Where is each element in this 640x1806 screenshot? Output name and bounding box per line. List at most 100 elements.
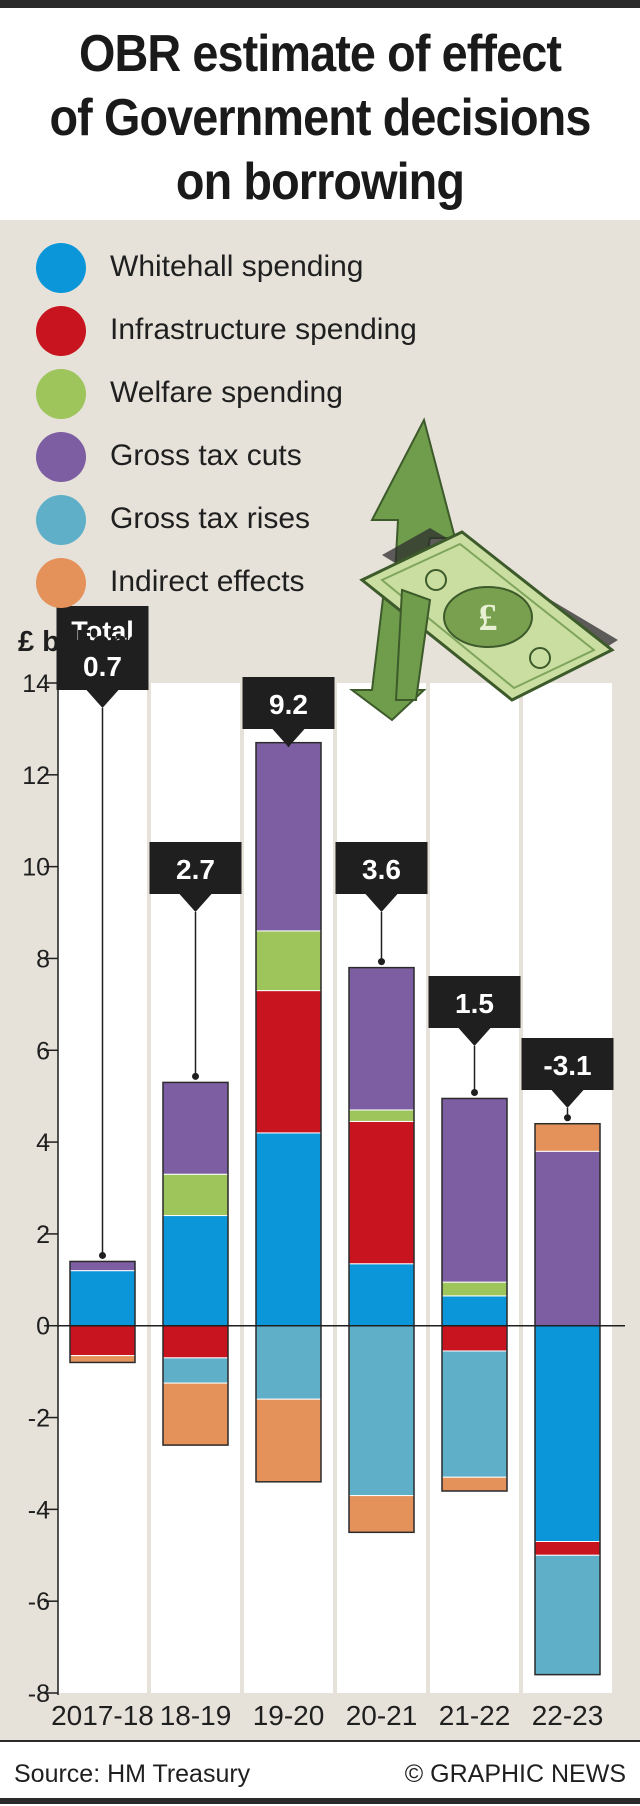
- bar-outline: [534, 1122, 601, 1676]
- top-rule: [0, 0, 640, 8]
- title-line-3: on borrowing: [175, 153, 465, 211]
- bar-segment: [348, 1263, 415, 1327]
- y-tick-label: -4: [28, 1496, 50, 1524]
- x-tick-label: 19-20: [253, 1700, 325, 1731]
- bar-outline: [441, 1097, 508, 1492]
- total-pointer-dot: [564, 1114, 571, 1122]
- bar-segment: [255, 990, 322, 1134]
- legend-label-tax-cuts: Gross tax cuts: [110, 439, 302, 472]
- bar-segment: [162, 1325, 229, 1359]
- legend-swatch-whitehall: [36, 243, 86, 293]
- total-value: -3.1: [543, 1050, 591, 1081]
- bar-segment: [255, 930, 322, 992]
- legend-label-indirect: Indirect effects: [110, 565, 305, 598]
- y-axis-unit-label: £ billions: [18, 626, 144, 658]
- total-badge: [521, 1038, 614, 1108]
- bar-segment: [162, 1357, 229, 1384]
- bar-segment: [441, 1281, 508, 1297]
- total-value: 1.5: [455, 988, 494, 1019]
- total-pointer-dot: [471, 1088, 478, 1096]
- legend-swatch-infrastructure: [36, 306, 86, 356]
- title-line-1: OBR estimate of effect: [78, 25, 562, 83]
- bar-segment: [441, 1097, 508, 1283]
- credit-text: © GRAPHIC NEWS: [404, 1760, 626, 1788]
- total-value: 0.7: [83, 651, 122, 682]
- x-tick-label: 21-22: [439, 1700, 511, 1731]
- bar-segment: [255, 742, 322, 932]
- chart-title: OBR estimate of effect of Government dec…: [32, 22, 608, 214]
- title-band: OBR estimate of effect of Government dec…: [0, 8, 640, 220]
- bar-segment: [162, 1382, 229, 1446]
- y-tick-label: 0: [36, 1313, 50, 1341]
- bar-segment: [441, 1350, 508, 1478]
- total-value: 2.7: [176, 854, 215, 885]
- bar-segment: [69, 1325, 136, 1357]
- legend-label-infrastructure: Infrastructure spending: [110, 313, 417, 346]
- bar-segment: [162, 1081, 229, 1175]
- bar-segment: [255, 1132, 322, 1327]
- y-tick-label: 4: [36, 1129, 50, 1157]
- y-tick-label: 10: [22, 854, 50, 882]
- total-badge: [428, 976, 521, 1046]
- bar-segment: [441, 1295, 508, 1327]
- total-badge: [56, 606, 149, 708]
- legend-label-tax-rises: Gross tax rises: [110, 502, 311, 535]
- total-value: 3.6: [362, 854, 401, 885]
- bar-segment: [534, 1554, 601, 1676]
- total-pointer-dot: [378, 958, 385, 966]
- bar-outline: [348, 966, 415, 1534]
- y-tick-label: 12: [22, 762, 50, 790]
- legend-swatch-tax-rises: [36, 495, 86, 545]
- bar-segment: [69, 1270, 136, 1327]
- bar-segment: [441, 1476, 508, 1492]
- y-tick-label: 14: [22, 670, 50, 698]
- y-tick-label: -6: [28, 1588, 50, 1616]
- legend-swatch-welfare: [36, 369, 86, 419]
- legend-swatch-indirect: [36, 558, 86, 608]
- bar-segment: [69, 1260, 136, 1272]
- y-tick-label: 6: [36, 1037, 50, 1065]
- total-pointer-dot: [99, 1251, 106, 1259]
- x-tick-label: 18-19: [160, 1700, 232, 1731]
- footer: Source: HM Treasury © GRAPHIC NEWS: [0, 1740, 640, 1806]
- legend-label-welfare: Welfare spending: [110, 376, 343, 409]
- y-tick-label: 2: [36, 1221, 50, 1249]
- bottom-rule: [0, 1798, 640, 1804]
- total-prefix: Total: [71, 616, 134, 646]
- total-badge: [149, 842, 242, 912]
- title-line-2: of Government decisions: [49, 89, 591, 147]
- bar-segment: [534, 1541, 601, 1556]
- legend-label-whitehall: Whitehall spending: [110, 250, 364, 283]
- bar-segment: [534, 1123, 601, 1152]
- bar-segment: [348, 967, 415, 1111]
- y-tick-label: -8: [28, 1680, 50, 1708]
- total-badge: [242, 677, 335, 747]
- bar-outline: [162, 1081, 229, 1446]
- x-tick-label: 20-21: [346, 1700, 418, 1731]
- bar-segment: [162, 1173, 229, 1217]
- bar-segment: [162, 1215, 229, 1327]
- total-value: 9.2: [269, 689, 308, 720]
- bar-segment: [441, 1325, 508, 1352]
- bar-segment: [348, 1495, 415, 1533]
- svg-text:£: £: [479, 597, 498, 639]
- bar-segment: [255, 1325, 322, 1400]
- bar-segment: [348, 1109, 415, 1122]
- x-tick-label: 2017-18: [51, 1700, 154, 1731]
- bar-outline: [69, 1260, 136, 1364]
- legend-swatch-tax-cuts: [36, 432, 86, 482]
- bar-segment: [348, 1325, 415, 1497]
- bar-segment: [255, 1398, 322, 1483]
- total-pointer-dot: [192, 1072, 199, 1080]
- money-arrow-icon: £: [349, 417, 618, 722]
- y-tick-label: 8: [36, 945, 50, 973]
- bar-segment: [348, 1120, 415, 1265]
- source-text: Source: HM Treasury: [14, 1760, 251, 1788]
- bar-segment: [534, 1325, 601, 1543]
- bar-segment: [534, 1150, 601, 1327]
- x-tick-label: 22-23: [532, 1700, 604, 1731]
- bar-segment: [69, 1355, 136, 1363]
- total-badge: [335, 842, 428, 912]
- y-tick-label: -2: [28, 1405, 50, 1433]
